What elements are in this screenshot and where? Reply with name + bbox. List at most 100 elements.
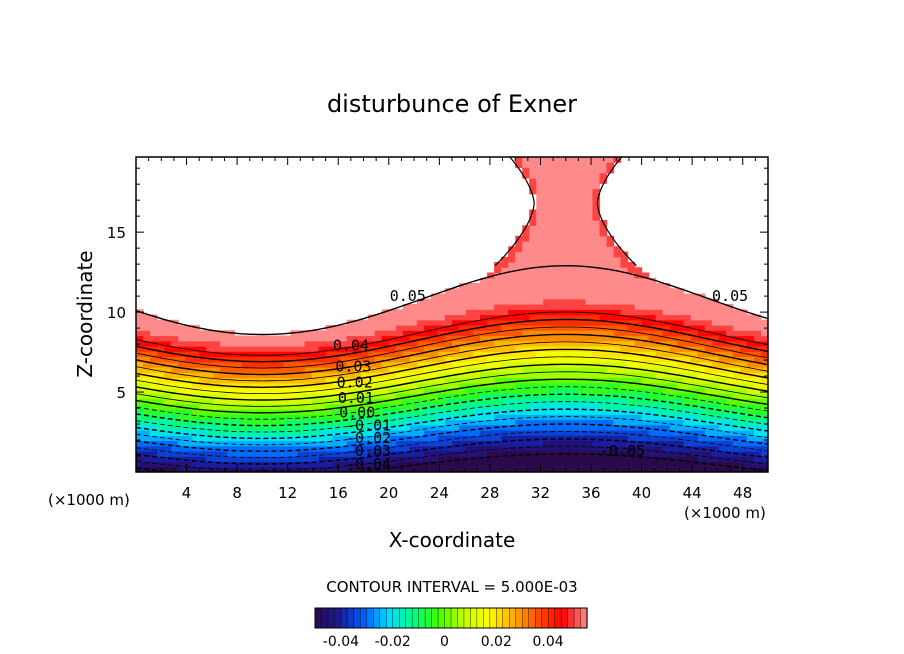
field-cell xyxy=(332,325,341,331)
field-cell xyxy=(494,461,502,468)
field-cell xyxy=(760,409,768,415)
field-cell xyxy=(339,398,348,405)
field-cell xyxy=(571,246,579,253)
field-cell xyxy=(613,461,622,468)
field-cell xyxy=(641,283,650,289)
field-cell xyxy=(164,430,172,436)
field-cell xyxy=(473,451,481,457)
field-cell xyxy=(718,456,727,463)
field-cell xyxy=(669,356,678,363)
field-cell xyxy=(543,235,551,242)
field-cell xyxy=(557,251,565,258)
field-cell xyxy=(395,424,404,431)
field-cell xyxy=(599,325,608,331)
field-cell xyxy=(515,325,523,331)
field-cell xyxy=(676,356,685,363)
field-cell xyxy=(739,398,748,405)
field-cell xyxy=(585,277,594,284)
field-cell xyxy=(669,351,678,358)
field-cell xyxy=(725,372,734,379)
field-cell xyxy=(501,367,509,373)
field-cell xyxy=(339,382,348,389)
field-cell xyxy=(725,351,734,358)
field-cell xyxy=(746,319,755,326)
field-cell xyxy=(543,246,551,253)
field-cell xyxy=(192,372,200,379)
field-cell xyxy=(606,167,615,174)
field-cell xyxy=(550,367,558,373)
field-cell xyxy=(550,304,558,310)
field-cell xyxy=(571,403,579,410)
field-cell xyxy=(515,293,523,300)
field-cell xyxy=(564,246,572,253)
field-cell xyxy=(725,440,734,447)
field-cell xyxy=(522,372,530,379)
field-cell xyxy=(683,424,692,431)
field-cell xyxy=(606,288,615,295)
field-cell xyxy=(704,430,713,436)
field-cell xyxy=(374,409,383,415)
field-cell xyxy=(416,409,425,415)
field-cell xyxy=(409,361,418,368)
field-cell xyxy=(402,382,411,389)
field-cell xyxy=(725,377,734,384)
field-cell xyxy=(711,440,720,447)
field-cell xyxy=(262,388,271,394)
field-cell xyxy=(578,293,587,300)
field-cell xyxy=(227,335,235,342)
field-cell xyxy=(192,414,200,421)
field-cell xyxy=(185,335,193,342)
field-cell xyxy=(634,398,643,405)
field-cell xyxy=(150,424,158,431)
field-cell xyxy=(220,346,228,352)
field-cell xyxy=(704,351,713,358)
field-cell xyxy=(444,361,453,368)
field-cell xyxy=(290,340,299,347)
field-cell xyxy=(620,393,629,400)
field-cell xyxy=(648,445,657,452)
field-cell xyxy=(494,435,502,442)
field-cell xyxy=(304,335,313,342)
field-cell xyxy=(620,256,629,263)
field-cell xyxy=(669,330,678,337)
field-cell xyxy=(634,456,643,463)
field-cell xyxy=(557,435,565,442)
field-cell xyxy=(613,466,622,472)
field-cell xyxy=(234,372,242,379)
field-cell xyxy=(290,393,299,400)
field-cell xyxy=(332,430,341,436)
field-cell xyxy=(234,424,242,431)
colorbar: -0.04 -0.02 0 0.02 0.04 xyxy=(314,607,588,650)
field-cell xyxy=(571,225,579,232)
field-cell xyxy=(592,430,601,436)
field-cell xyxy=(613,445,622,452)
field-cell xyxy=(557,419,565,426)
field-cell xyxy=(318,398,327,405)
field-cell xyxy=(725,403,734,410)
field-cell xyxy=(290,372,299,379)
field-cell xyxy=(557,377,565,384)
field-cell xyxy=(150,356,158,363)
field-cell xyxy=(536,241,544,247)
field-cell xyxy=(150,335,158,342)
y-tick-label: 5 xyxy=(116,384,126,402)
field-cell xyxy=(192,398,200,405)
field-cell xyxy=(346,461,355,468)
field-cell xyxy=(536,188,544,195)
field-cell xyxy=(564,304,572,310)
field-cell xyxy=(753,435,762,442)
field-cell xyxy=(753,456,762,463)
field-cell xyxy=(416,346,425,352)
contour-label: 0.05 xyxy=(390,287,426,305)
field-cell xyxy=(452,367,460,373)
field-cell xyxy=(641,461,650,468)
x-unit-label-right: (×1000 m) xyxy=(684,504,766,522)
field-cell xyxy=(255,456,263,463)
field-cell xyxy=(325,466,334,472)
field-cell xyxy=(669,388,678,394)
field-cell xyxy=(444,461,453,468)
field-cell xyxy=(494,272,502,279)
field-cell xyxy=(613,246,622,253)
field-cell xyxy=(592,419,601,426)
field-cell xyxy=(276,456,285,463)
